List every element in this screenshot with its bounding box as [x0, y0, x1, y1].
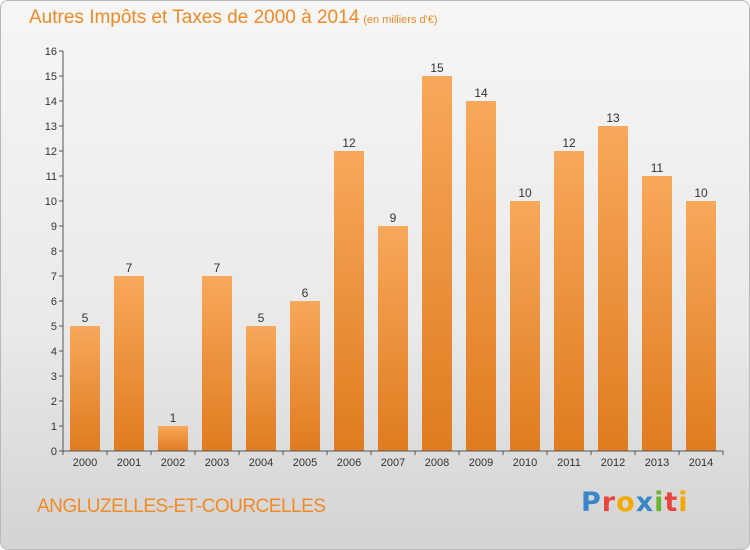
bar [70, 326, 100, 451]
logo-letter: r [601, 487, 617, 518]
bar-value-label: 5 [258, 311, 265, 325]
bar [686, 201, 716, 451]
bar [158, 426, 188, 451]
bar-value-label: 11 [651, 161, 664, 175]
y-tick-label: 16 [45, 46, 57, 58]
bar-value-label: 9 [390, 211, 397, 225]
y-tick-label: 14 [45, 96, 57, 108]
x-tick-label: 2005 [293, 457, 317, 469]
bar [422, 76, 452, 451]
y-tick-label: 4 [51, 346, 57, 358]
chart-title: Autres Impôts et Taxes de 2000 à 2014 (en… [29, 7, 438, 29]
y-tick-label: 8 [51, 246, 57, 258]
bar [510, 201, 540, 451]
x-tick-label: 2003 [205, 457, 229, 469]
x-tick-label: 2012 [601, 457, 625, 469]
bar [642, 176, 672, 451]
proxiti-logo: Proxiti [581, 487, 689, 518]
bar-value-label: 7 [126, 261, 133, 275]
chart-subtitle: (en milliers d'€) [363, 14, 438, 26]
x-tick-label: 2006 [337, 457, 361, 469]
y-tick-label: 5 [51, 321, 57, 333]
bar-value-label: 15 [430, 61, 444, 75]
bar [114, 276, 144, 451]
bar [466, 101, 496, 451]
logo-letter: i [654, 487, 665, 518]
chart-title-text: Autres Impôts et Taxes de 2000 à 2014 [29, 7, 360, 28]
y-tick-label: 10 [45, 196, 57, 208]
bar-value-label: 7 [214, 261, 221, 275]
y-tick-label: 1 [51, 421, 57, 433]
bar [554, 151, 584, 451]
x-tick-label: 2001 [117, 457, 141, 469]
x-tick-label: 2008 [425, 457, 449, 469]
bar [246, 326, 276, 451]
bar-value-label: 12 [342, 136, 356, 150]
x-tick-label: 2014 [689, 457, 713, 469]
x-tick-label: 2013 [645, 457, 669, 469]
bar [378, 226, 408, 451]
x-tick-label: 2000 [73, 457, 97, 469]
bar-value-label: 10 [518, 186, 532, 200]
bar-value-label: 14 [474, 86, 488, 100]
logo-letter: i [678, 487, 689, 518]
bar-value-label: 1 [170, 411, 177, 425]
x-tick-label: 2007 [381, 457, 405, 469]
commune-name: ANGLUZELLES-ET-COURCELLES [37, 496, 326, 517]
logo-letter: P [581, 487, 602, 518]
y-tick-label: 3 [51, 371, 57, 383]
y-tick-label: 11 [46, 171, 57, 183]
y-tick-label: 7 [51, 271, 57, 283]
bar-value-label: 12 [562, 136, 576, 150]
x-tick-label: 2009 [469, 457, 493, 469]
bar-value-label: 10 [694, 186, 708, 200]
y-tick-label: 12 [45, 146, 57, 158]
logo-letter: x [635, 487, 655, 518]
bar [334, 151, 364, 451]
y-tick-label: 6 [51, 296, 57, 308]
x-tick-label: 2002 [161, 457, 185, 469]
bar [598, 126, 628, 451]
bar [202, 276, 232, 451]
y-tick-label: 9 [51, 221, 57, 233]
x-tick-label: 2011 [557, 457, 581, 469]
y-tick-label: 13 [45, 121, 57, 133]
bar-value-label: 6 [302, 286, 309, 300]
y-tick-label: 15 [45, 71, 57, 83]
y-tick-label: 0 [51, 446, 57, 458]
bar-value-label: 13 [606, 111, 620, 125]
logo-letter: t [664, 487, 679, 518]
x-tick-label: 2010 [513, 457, 537, 469]
bar-value-label: 5 [82, 311, 89, 325]
x-tick-label: 2004 [249, 457, 273, 469]
logo-letter: o [616, 487, 636, 518]
y-tick-label: 2 [51, 396, 57, 408]
bar [290, 301, 320, 451]
